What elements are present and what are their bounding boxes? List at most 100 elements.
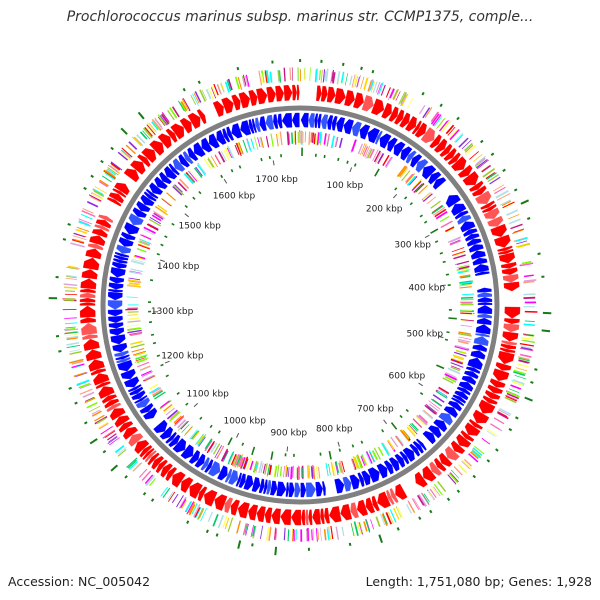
feature-line [471, 449, 481, 457]
feature-line [117, 151, 129, 161]
feature-line [445, 372, 457, 379]
feature-line [72, 235, 87, 241]
feature-line [167, 491, 174, 500]
forward-cds-arrow [443, 147, 457, 162]
feature-line [378, 82, 384, 95]
feature-line [190, 170, 199, 182]
feature-line [180, 498, 187, 509]
feature-line [489, 176, 501, 185]
feature-line [139, 365, 151, 371]
feature-line [516, 367, 528, 372]
feature-line [179, 102, 187, 113]
feature-line [167, 109, 175, 121]
feature-line [411, 422, 419, 431]
feature-line [449, 240, 461, 246]
feature-line [341, 526, 345, 537]
forward-cds-arrow [128, 433, 144, 447]
feature-line [140, 234, 152, 240]
feature-line [108, 437, 120, 446]
feature-line [433, 483, 443, 496]
reverse-cds-arrow [451, 203, 467, 216]
feature-line [221, 448, 229, 460]
feature-line [186, 501, 195, 515]
reverse-cds-arrow [153, 419, 168, 434]
forward-cds-arrow [296, 84, 300, 101]
feature-line [134, 137, 143, 146]
feature-line [264, 70, 268, 84]
feature-line [486, 428, 499, 437]
feature-line [246, 457, 252, 471]
feature-line [239, 457, 245, 469]
reverse-cds-arrow [243, 474, 254, 491]
feature-line [146, 125, 156, 136]
feature-line [459, 284, 471, 287]
feature-line [512, 380, 523, 387]
reverse-cds-arrow [402, 447, 415, 462]
marker-dash [418, 516, 422, 520]
feature-line [363, 521, 368, 532]
marker-dash [160, 243, 164, 247]
reverse-cds-arrow [473, 336, 489, 347]
tick-label: 1200 kbp [161, 352, 204, 362]
feature-line [127, 329, 142, 334]
feature-line [187, 174, 196, 183]
feature-line [63, 327, 76, 331]
reverse-cds-arrow [320, 114, 329, 130]
feature-line [283, 67, 286, 82]
feature-line [146, 476, 155, 487]
feature-line [65, 277, 78, 280]
feature-line [326, 133, 330, 146]
position-ticks: 100 kbp 200 kbp 300 kbp 400 kbp 500 kbp 600 k… [151, 160, 446, 452]
forward-cds-arrow [460, 430, 475, 442]
marker-dash [495, 448, 499, 452]
feature-line [335, 461, 340, 473]
forward-cds-arrow [221, 97, 234, 114]
feature-line [486, 172, 497, 180]
feature-line [502, 201, 515, 209]
marker-dash [444, 338, 449, 341]
feature-line [482, 167, 496, 178]
feature-line [356, 521, 362, 535]
marker-dash [160, 363, 164, 367]
forward-cds-arrow [106, 197, 122, 207]
feature-line [244, 75, 249, 87]
feature-line [506, 395, 517, 401]
feature-line [104, 172, 116, 181]
forward-cds-arrow [475, 190, 492, 205]
feature-line [145, 474, 155, 486]
feature-line [433, 486, 441, 497]
feature-line [416, 414, 428, 426]
feature-line [76, 379, 90, 386]
feature-line [367, 80, 373, 92]
feature-line [227, 78, 233, 91]
feature-line [127, 279, 141, 283]
feature-line [520, 353, 532, 358]
feature-line [252, 525, 256, 537]
feature-line [165, 407, 175, 416]
feature-line [163, 403, 173, 412]
feature-line [188, 504, 196, 516]
forward-cds-arrow [492, 368, 510, 382]
marker-dash [220, 174, 224, 179]
feature-line [131, 347, 145, 353]
forward-cds-arrow [144, 450, 157, 463]
feature-line [418, 185, 428, 195]
reverse-cds-arrow [143, 407, 158, 420]
feature-line [444, 375, 457, 383]
reverse-cds-arrow [461, 375, 477, 386]
reverse-cds-arrow [410, 154, 423, 168]
marker-dash [486, 459, 491, 463]
feature-line [373, 447, 381, 460]
reverse-cds-arrow [222, 128, 231, 143]
feature-line [458, 331, 472, 335]
feature-line [220, 150, 227, 162]
feature-line [237, 76, 243, 90]
feature-line [366, 148, 373, 159]
marker-dash [209, 424, 213, 429]
feature-line [188, 501, 196, 514]
feature-line [518, 357, 530, 362]
feature-line [286, 131, 290, 146]
feature-line [73, 371, 87, 378]
feature-line [70, 242, 85, 248]
tick-mark [193, 403, 198, 408]
